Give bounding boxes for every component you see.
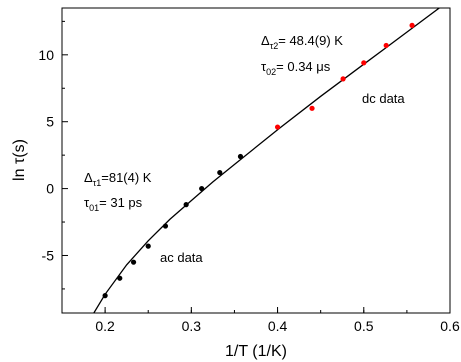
- y-tick-label: 5: [46, 114, 54, 130]
- data-points-layer: [102, 22, 415, 299]
- plot-frame: [61, 7, 451, 314]
- y-tick-label: -5: [42, 247, 55, 263]
- ac-data-point: [183, 202, 189, 208]
- ac-data-point: [162, 223, 169, 229]
- dc-data-point: [361, 60, 367, 66]
- x-axis-ticks: 0.2 0.3 0.4 0.5 0.6: [61, 307, 460, 334]
- ac-data-point: [117, 275, 123, 281]
- annotation-tau01: τ01= 31 ps: [84, 195, 143, 213]
- ac-data-point: [199, 185, 205, 192]
- x-tick-label: 0.4: [268, 318, 288, 334]
- ac-data-point: [102, 293, 108, 299]
- dc-data-label: dc data: [362, 91, 405, 106]
- dc-data-point: [274, 124, 281, 130]
- dc-data-point: [340, 76, 346, 82]
- annotation-delta-tau2: Δτ2= 48.4(9) K: [261, 33, 343, 51]
- dc-data-point: [383, 42, 389, 49]
- ac-data-point: [145, 243, 151, 249]
- x-tick-label: 0.2: [95, 318, 115, 334]
- ac-data-point: [217, 169, 223, 176]
- x-axis-title: 1/T (1/K): [225, 343, 287, 360]
- annotation-tau02: τ02= 0.34 μs: [261, 59, 331, 77]
- ac-data-point: [237, 153, 244, 160]
- dc-data-point: [409, 22, 415, 28]
- x-tick-label: 0.5: [354, 318, 374, 334]
- y-tick-label: 0: [46, 181, 54, 197]
- y-axis-title: ln τ(s): [11, 139, 28, 181]
- x-tick-label: 0.3: [182, 318, 202, 334]
- dc-data-point: [309, 105, 315, 111]
- x-tick-label: 0.6: [440, 318, 460, 334]
- y-tick-label: 10: [38, 47, 54, 63]
- y-axis-ticks: -5 0 5 10: [38, 20, 68, 290]
- annotation-delta-tau1: Δτ1=81(4) K: [84, 170, 152, 188]
- ac-data-label: ac data: [160, 250, 203, 265]
- ac-data-point: [130, 259, 137, 265]
